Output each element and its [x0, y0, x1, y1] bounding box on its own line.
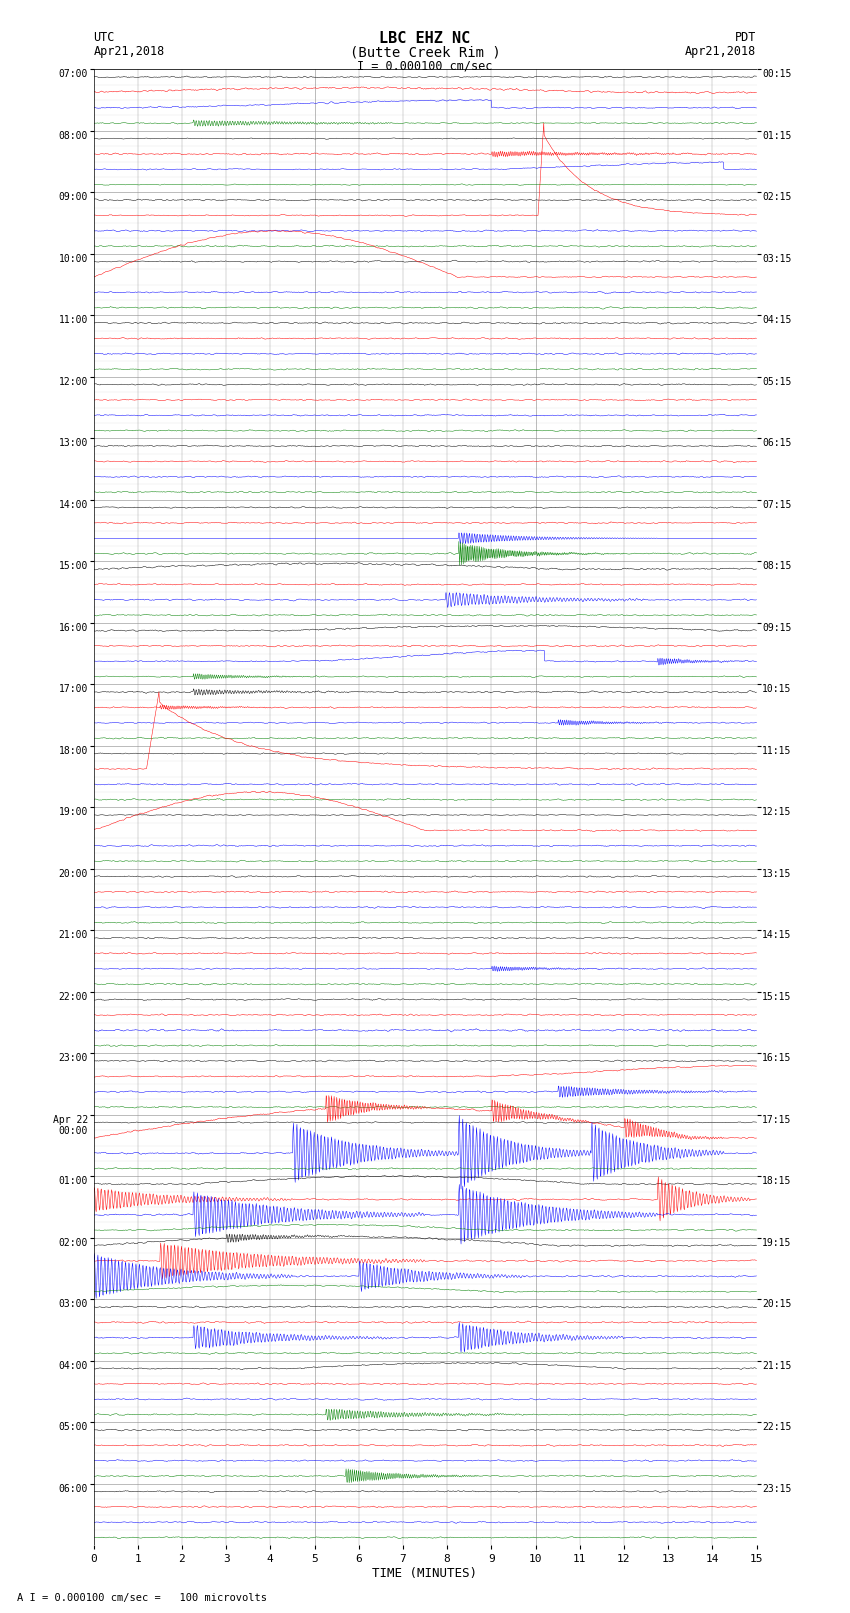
Text: A I = 0.000100 cm/sec =   100 microvolts: A I = 0.000100 cm/sec = 100 microvolts — [17, 1594, 267, 1603]
Text: PDT: PDT — [735, 31, 756, 44]
Text: Apr21,2018: Apr21,2018 — [94, 45, 165, 58]
Text: UTC: UTC — [94, 31, 115, 44]
Text: LBC EHZ NC: LBC EHZ NC — [379, 31, 471, 45]
Text: Apr21,2018: Apr21,2018 — [685, 45, 756, 58]
Text: (Butte Creek Rim ): (Butte Creek Rim ) — [349, 45, 501, 60]
Text: I = 0.000100 cm/sec: I = 0.000100 cm/sec — [357, 60, 493, 73]
X-axis label: TIME (MINUTES): TIME (MINUTES) — [372, 1568, 478, 1581]
